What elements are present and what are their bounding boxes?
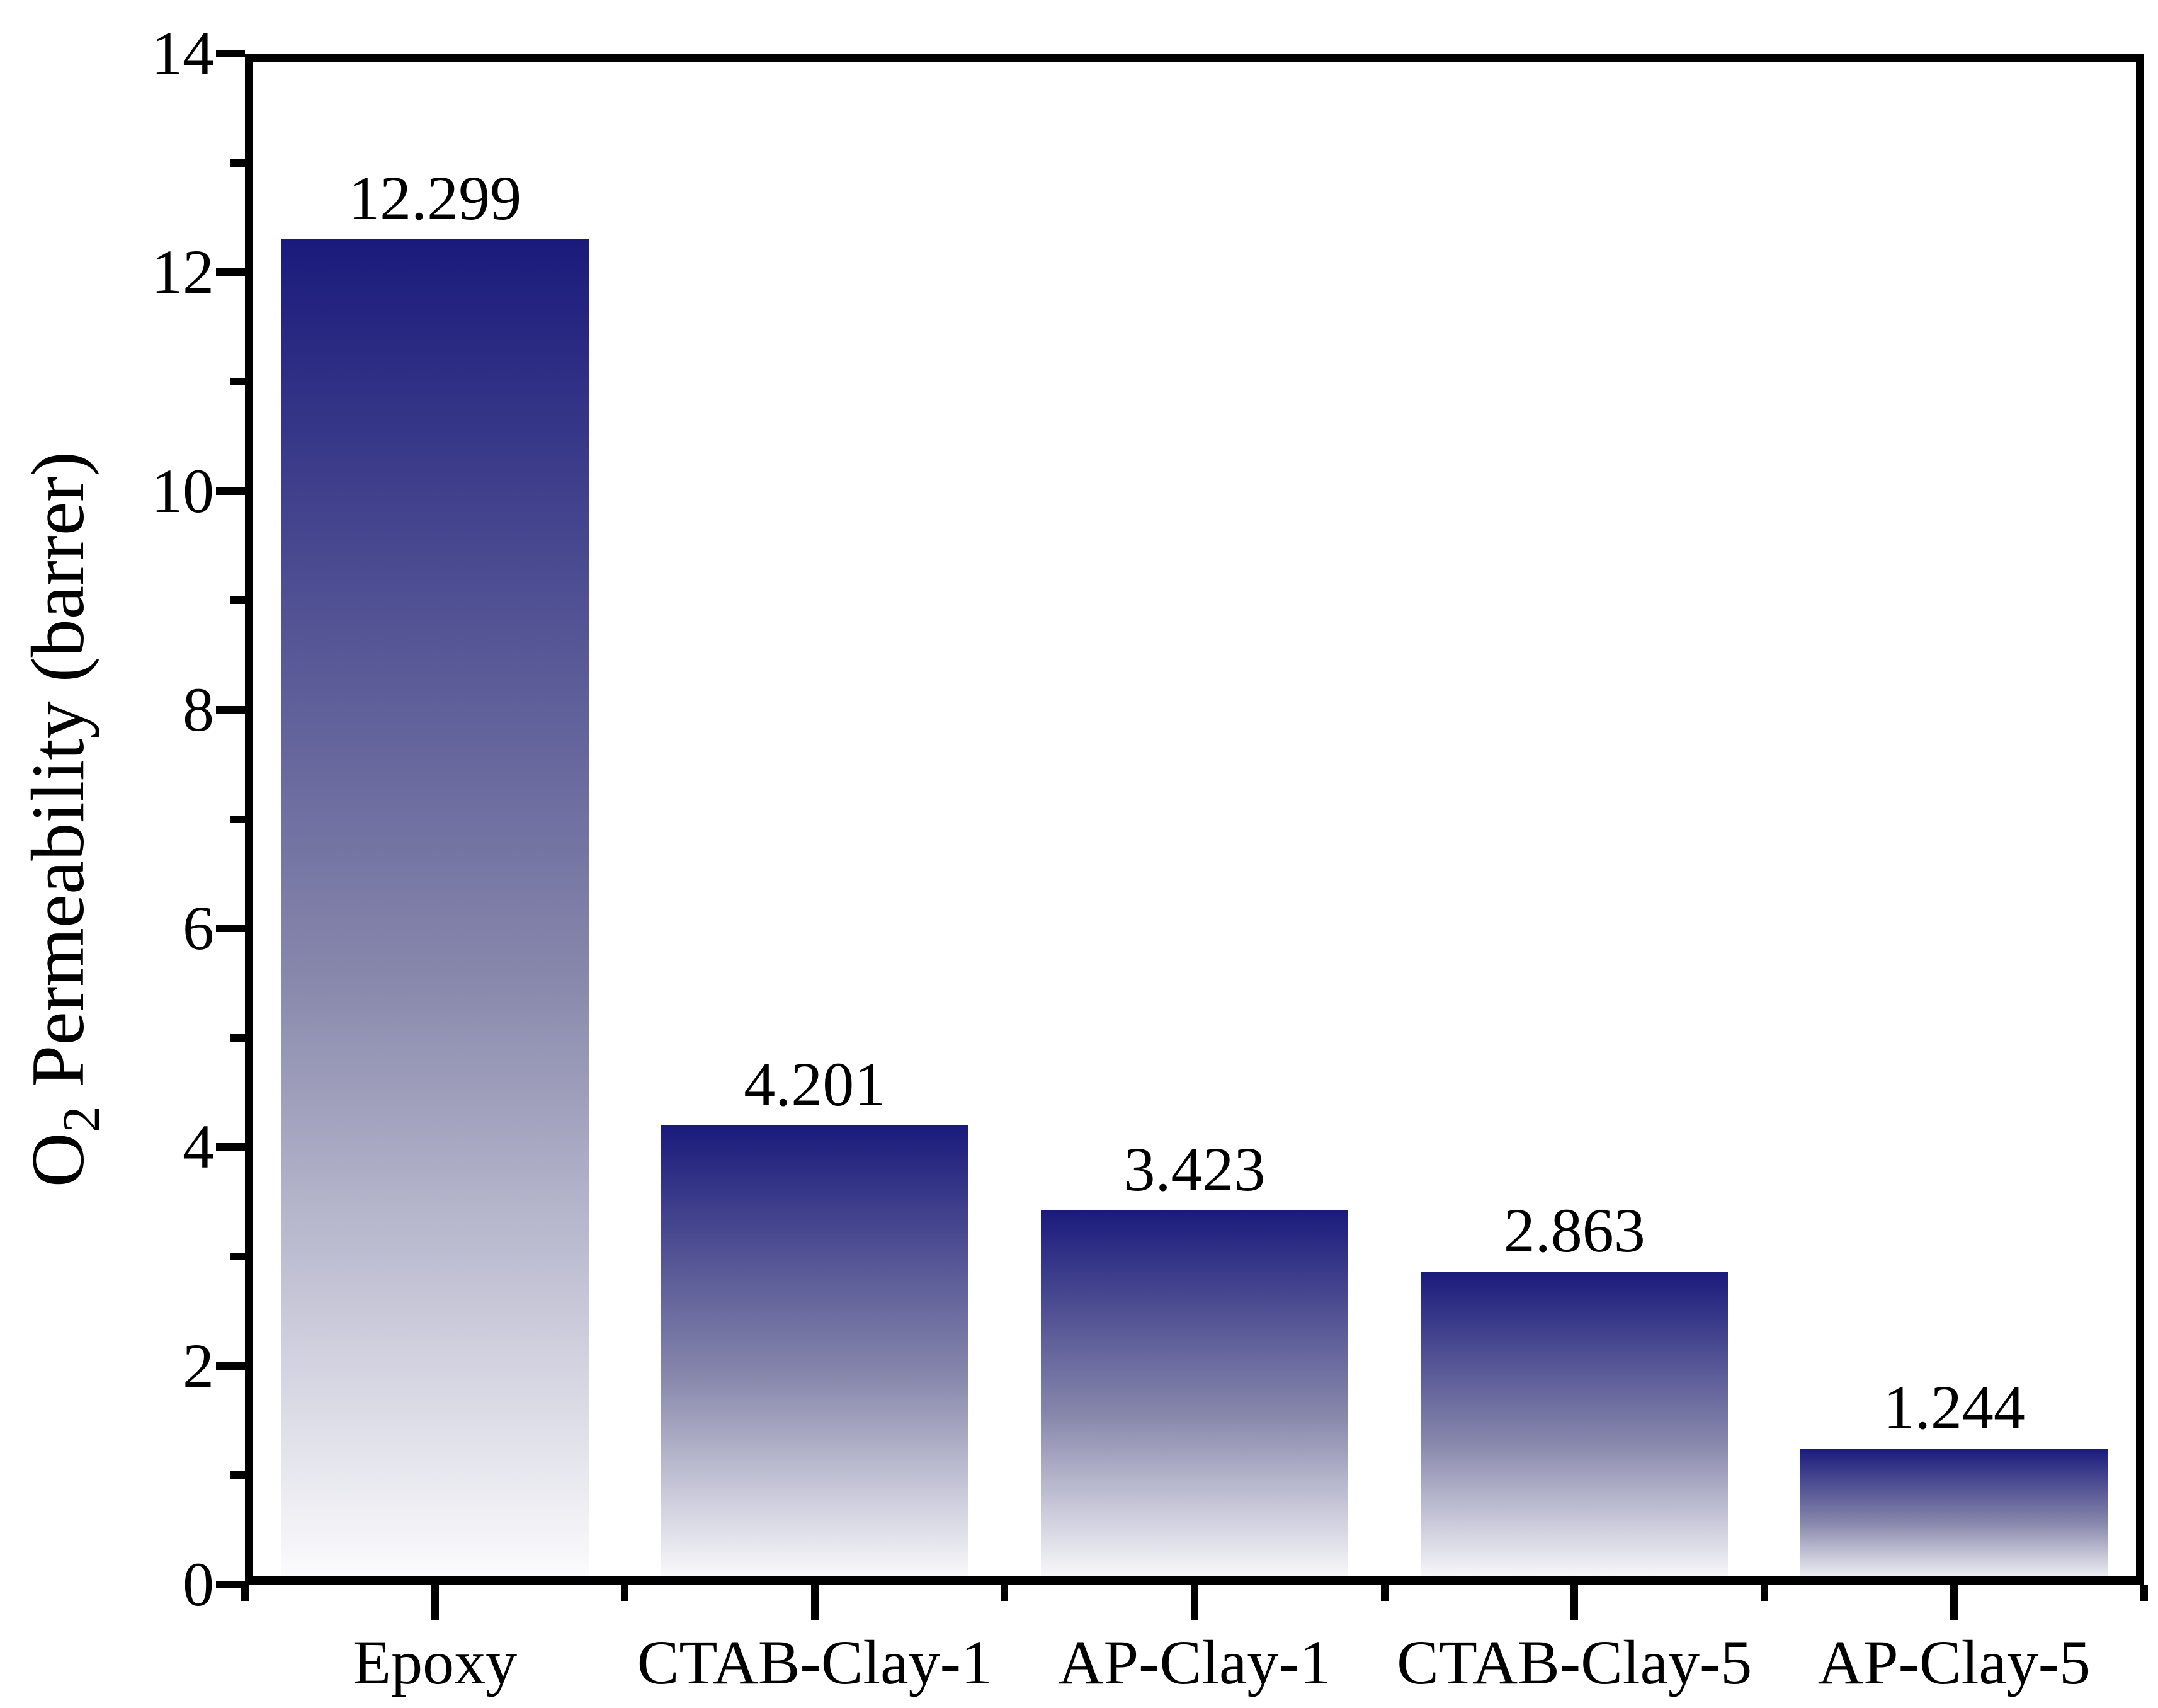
y-tick-label: 12 — [151, 237, 214, 307]
x-minor-tick — [1001, 1585, 1009, 1601]
y-major-tick — [216, 1362, 245, 1370]
y-minor-tick — [230, 159, 245, 167]
bar — [1041, 1210, 1348, 1585]
y-axis-title: O2 Permeability (barrer) — [16, 451, 111, 1187]
x-minor-tick — [241, 1585, 249, 1601]
y-tick-label: 10 — [151, 455, 214, 526]
bar-value-label: 2.863 — [1503, 1195, 1645, 1265]
y-major-tick — [216, 268, 245, 276]
x-minor-tick — [1760, 1585, 1768, 1601]
x-major-tick — [1191, 1585, 1198, 1620]
bar — [281, 239, 589, 1585]
bar — [1800, 1448, 2108, 1585]
y-tick-label: 8 — [183, 674, 214, 744]
x-tick-label: AP-Clay-5 — [1817, 1627, 2091, 1697]
y-minor-tick — [230, 1253, 245, 1261]
x-minor-tick — [621, 1585, 629, 1601]
y-tick-label: 2 — [183, 1330, 214, 1401]
bar — [661, 1125, 968, 1585]
x-tick-label: Epoxy — [353, 1627, 518, 1697]
y-minor-tick — [230, 1033, 245, 1042]
bar-value-label: 12.299 — [348, 163, 522, 234]
x-minor-tick — [1380, 1585, 1389, 1601]
y-tick-label: 6 — [183, 893, 214, 964]
y-tick-label: 4 — [183, 1112, 214, 1182]
x-major-tick — [431, 1585, 439, 1620]
y-major-tick — [216, 705, 245, 714]
y-minor-tick — [230, 1471, 245, 1479]
bar-value-label: 3.423 — [1123, 1134, 1266, 1204]
y-major-tick — [216, 925, 245, 933]
y-minor-tick — [230, 596, 245, 605]
bar — [1421, 1271, 1729, 1585]
y-major-tick — [216, 1143, 245, 1151]
bar-value-label: 4.201 — [744, 1049, 886, 1119]
x-major-tick — [1950, 1585, 1958, 1620]
x-tick-label: CTAB-Clay-5 — [1397, 1627, 1752, 1697]
y-major-tick — [216, 1581, 245, 1588]
x-major-tick — [1570, 1585, 1579, 1620]
bar-value-label: 1.244 — [1883, 1372, 2025, 1442]
y-tick-label: 0 — [183, 1549, 214, 1619]
x-tick-label: AP-Clay-1 — [1058, 1627, 1331, 1697]
y-axis-title-rest: Permeability (barrer) — [16, 451, 99, 1106]
x-major-tick — [810, 1585, 819, 1620]
x-minor-tick — [2140, 1585, 2148, 1601]
x-tick-label: CTAB-Clay-1 — [637, 1627, 992, 1697]
y-tick-label: 14 — [151, 18, 214, 88]
y-minor-tick — [230, 377, 245, 385]
y-major-tick — [216, 50, 245, 57]
y-major-tick — [216, 487, 245, 495]
y-minor-tick — [230, 815, 245, 823]
